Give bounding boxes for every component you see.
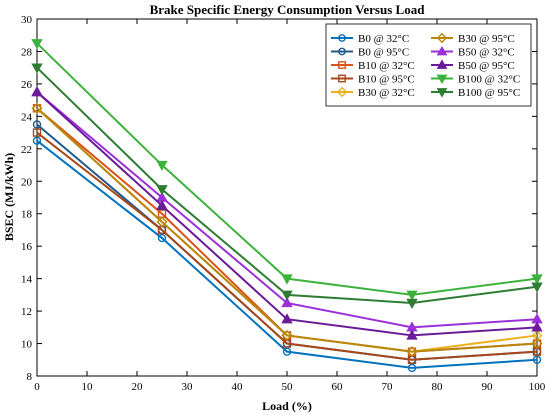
data-point: [31, 102, 43, 114]
axis-ticks: 0 10 20 30 40 50 60 70 80 90 100 8 10 12 14 16 18 20 22 24 2…: [21, 14, 546, 393]
y-tick-label: 12: [21, 306, 32, 318]
legend-entry: B10 @ 95°C: [331, 74, 415, 86]
x-tick-label: 10: [82, 381, 94, 393]
data-point: [531, 321, 543, 332]
legend-swatch-marker: [436, 59, 448, 69]
data-point: [406, 346, 418, 358]
x-tick-label: 30: [182, 381, 194, 393]
y-axis-label: BSEC (MJ/kWh): [2, 153, 16, 241]
data-point: [156, 216, 168, 228]
y-tick-label: 24: [21, 111, 33, 123]
data-point: [156, 185, 168, 196]
legend-swatch-marker: [436, 45, 448, 56]
data-point: [157, 233, 167, 243]
y-tick-label: 10: [21, 339, 33, 351]
data-point: [31, 86, 43, 97]
legend-entry: B100 @ 32°C: [431, 74, 520, 86]
series-10: [31, 63, 543, 309]
x-tick-label: 60: [332, 381, 344, 393]
chart-title: Brake Specific Energy Consumption Versus…: [150, 2, 426, 17]
y-tick-label: 18: [21, 209, 33, 221]
series-9: [31, 39, 543, 301]
legend-label: B30 @ 32°C: [358, 87, 415, 99]
y-tick-label: 16: [21, 241, 33, 253]
legend-box: [325, 23, 532, 107]
data-point: [31, 63, 43, 74]
x-tick-label: 80: [432, 381, 444, 393]
y-tick-label: 30: [21, 14, 33, 26]
legend-label: B10 @ 95°C: [358, 74, 415, 86]
y-tick-label: 14: [21, 274, 33, 286]
legend-entry: B0 @ 32°C: [331, 33, 409, 45]
data-point: [406, 298, 418, 309]
legend-entry: B100 @ 95°C: [431, 87, 520, 99]
data-point: [156, 199, 168, 210]
legend-swatch-marker: [436, 88, 448, 98]
x-tick-label: 40: [232, 381, 244, 393]
data-point: [282, 347, 292, 356]
data-point: [281, 297, 293, 308]
data-point: [531, 282, 543, 293]
series-4: [32, 128, 542, 364]
legend-swatch-marker: [436, 74, 448, 85]
series-line: [36, 131, 538, 361]
legend-swatch-marker: [336, 86, 348, 98]
data-point: [531, 274, 543, 285]
legend-entry: B0 @ 95°C: [331, 47, 409, 59]
y-tick-label: 22: [21, 144, 32, 156]
data-point: [32, 120, 42, 129]
legend-entry: B10 @ 32°C: [331, 60, 415, 72]
legend-label: B30 @ 95°C: [458, 33, 515, 45]
data-point: [281, 329, 293, 341]
data-point: [281, 290, 293, 301]
legend-label: B0 @ 95°C: [358, 47, 409, 59]
data-point: [31, 39, 43, 50]
y-tick-label: 26: [21, 79, 33, 91]
legend-label: B10 @ 32°C: [358, 60, 415, 72]
legend-swatch-marker: [338, 74, 346, 83]
series-line: [36, 107, 538, 353]
data-point: [32, 128, 42, 137]
series-6: [31, 102, 543, 358]
series-8: [31, 86, 543, 340]
legend-entry: B50 @ 32°C: [431, 45, 515, 59]
data-point: [407, 363, 417, 373]
legend-entry: B30 @ 32°C: [331, 86, 415, 99]
x-tick-label: 50: [282, 381, 294, 393]
x-tick-label: 90: [482, 381, 494, 393]
series-1: [32, 136, 542, 373]
legend-entry: B50 @ 95°C: [431, 59, 515, 72]
legend-label: B100 @ 32°C: [458, 74, 520, 86]
data-point: [156, 160, 168, 171]
legend-swatch-marker: [338, 47, 346, 56]
x-tick-label: 100: [529, 381, 546, 393]
legend-swatch-marker: [338, 34, 346, 42]
legend-label: B0 @ 32°C: [358, 33, 409, 45]
legend-label: B50 @ 32°C: [458, 47, 515, 59]
y-tick-label: 8: [27, 371, 33, 383]
data-point: [281, 274, 293, 285]
data-point: [32, 136, 42, 145]
y-tick-label: 28: [21, 46, 33, 58]
data-point: [281, 313, 293, 324]
legend-swatch-marker: [436, 32, 448, 44]
y-tick-label: 20: [21, 176, 33, 188]
data-point: [532, 355, 542, 364]
data-point: [531, 338, 543, 350]
series-layer: [31, 39, 543, 373]
x-axis-label: Load (%): [262, 399, 312, 413]
legend-label: B50 @ 95°C: [458, 60, 515, 72]
legend-label: B100 @ 95°C: [458, 87, 520, 99]
data-point: [406, 290, 418, 301]
legend-entry: B30 @ 95°C: [431, 32, 515, 45]
series-line: [36, 139, 538, 369]
x-tick-label: 0: [34, 381, 40, 393]
data-point: [32, 104, 42, 113]
x-tick-label: 70: [382, 381, 394, 393]
legend-swatch-marker: [338, 61, 346, 69]
x-tick-label: 20: [132, 381, 144, 393]
data-point: [406, 329, 418, 340]
